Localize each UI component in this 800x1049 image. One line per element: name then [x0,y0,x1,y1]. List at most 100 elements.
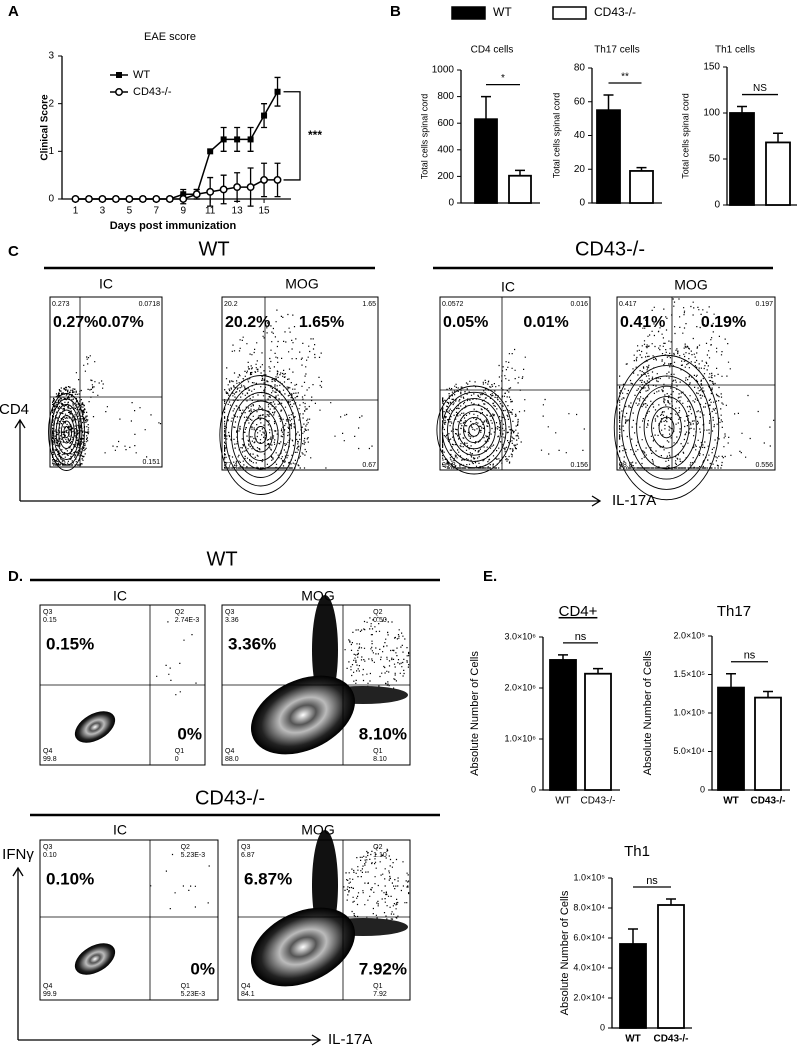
panel-letter: A [8,3,19,20]
x-tick-label: 11 [205,206,216,217]
events [279,402,373,469]
y-tick-label: 50 [709,154,721,165]
y-tick-label: 200 [437,171,454,182]
gate-label: 0.156 [570,462,588,469]
plot-title: MOG [674,277,707,293]
plot-title: MOG [301,588,334,604]
events [75,355,104,403]
significance: ns [744,650,756,662]
marker [234,136,241,143]
significance: * [501,73,505,84]
marker [219,185,228,194]
y-tick-label: 2.0×10⁶ [505,682,537,692]
error-bar [763,690,773,698]
contour [447,398,502,462]
gate-label: Q4 [225,748,234,755]
marker [84,195,93,203]
y-axis-label: Clinical Score [40,94,51,161]
plot-frame [49,296,163,468]
gate-label: 0% [190,959,215,978]
contour [242,409,279,461]
contour [643,396,690,459]
marker [233,183,242,192]
marker [179,195,188,203]
y-tick-label: 0 [579,198,585,209]
contour [613,354,720,501]
chart-title: CD4 cells [471,45,514,56]
axis-label: IL-17A [328,1031,372,1048]
error-bar [773,132,783,143]
gate-label: Q3 [43,844,52,851]
y-tick-label: 5.0×10⁴ [673,746,705,756]
significance: ns [575,631,587,643]
y-tick-label: 8.0×10⁴ [573,902,605,912]
density [74,943,116,975]
plot-frame [616,296,776,471]
legend-marker [116,72,122,78]
gate-label: 0.197 [755,301,773,308]
contour [651,406,682,449]
y-tick-label: 1.0×10⁵ [673,707,705,717]
bar [619,943,647,1029]
gate-label: Q1 [373,748,382,755]
contour [60,420,73,444]
gate-label: Q2 [373,609,382,616]
contour [441,391,507,469]
bar [657,904,685,1029]
plot-title: MOG [301,822,334,838]
significance: ns [646,875,658,887]
plot-title: MOG [285,276,318,292]
gate-label: 0% [177,724,202,743]
x-tick-label: WT [723,796,739,807]
y-tick-label: 100 [703,108,720,119]
contour [55,409,78,455]
gate-label: 0.10% [46,869,94,888]
axis-label: IL-17A [612,492,656,509]
y-tick-label: 600 [437,118,454,129]
group-label: CD43-/- [575,238,645,260]
contour [452,404,496,456]
error-bar [726,672,736,688]
plot-frame [39,839,219,1001]
gate-label: 98.8 [619,462,633,469]
bar [717,686,745,791]
gate-label: 2.74E-3 [175,617,200,624]
gate-label: 0.0572 [442,301,464,308]
contour [219,375,303,495]
marker [273,175,282,184]
gate-label: 20.2 [224,301,238,308]
y-tick-label: 3.0×10⁶ [505,631,537,641]
y-tick-label: 2.0×10⁴ [573,992,605,1002]
y-tick-label: 60 [574,96,586,107]
y-axis-label: Absolute Number of Cells [469,651,481,776]
error-bar [737,105,747,113]
error-bar [481,95,491,120]
series-line [75,179,278,200]
marker [274,88,281,95]
axis-arrows [14,418,602,507]
gate-label: 5.23E-3 [181,852,206,859]
gate-label: 77.4 [224,462,238,469]
contour [621,365,712,490]
gate-label: 7.92% [359,959,407,978]
x-tick-label: WT [555,796,571,807]
x-tick-label: CD43-/- [580,796,615,807]
y-tick-label: 0 [531,784,536,794]
density [74,711,116,743]
gate-label: 0.27% [53,314,98,331]
gate-label: Q3 [241,844,250,851]
plot-frame [237,839,411,1001]
marker [246,183,255,192]
legend-label: CD43-/- [594,5,636,19]
y-tick-label: 150 [703,62,720,73]
contour [58,415,75,449]
y-tick-label: 0 [714,200,720,211]
plot-title: IC [113,588,127,604]
bar [549,659,577,791]
y-tick-label: 2.0×10⁵ [673,630,705,640]
gate-label: Q2 [181,844,190,851]
gate-label: 1.65% [299,314,344,331]
y-tick-label: 1.5×10⁵ [673,669,705,679]
contour [236,400,285,470]
